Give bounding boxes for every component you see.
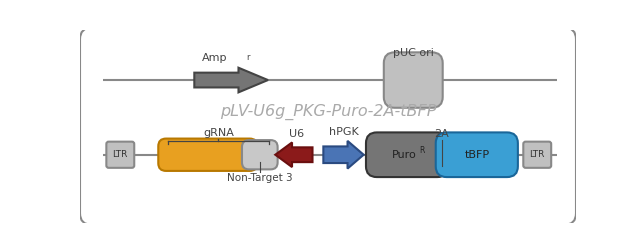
- Text: r: r: [246, 52, 250, 62]
- Text: Non-Target 3: Non-Target 3: [227, 173, 292, 183]
- Text: 2A: 2A: [435, 129, 449, 139]
- FancyBboxPatch shape: [524, 142, 551, 168]
- Text: R: R: [419, 146, 424, 156]
- FancyBboxPatch shape: [384, 52, 443, 108]
- Text: LTR: LTR: [529, 150, 545, 159]
- Text: pUC ori: pUC ori: [393, 48, 434, 58]
- FancyBboxPatch shape: [106, 142, 134, 168]
- FancyBboxPatch shape: [158, 138, 257, 171]
- Text: pLV-U6g_PKG-Puro-2A-tBFP: pLV-U6g_PKG-Puro-2A-tBFP: [220, 104, 436, 120]
- Polygon shape: [275, 142, 312, 167]
- Text: tBFP: tBFP: [464, 150, 490, 160]
- Text: U6: U6: [289, 128, 305, 138]
- Text: Amp: Amp: [202, 53, 227, 63]
- Polygon shape: [323, 141, 364, 169]
- Text: LTR: LTR: [113, 150, 128, 159]
- Text: gRNA: gRNA: [203, 128, 234, 138]
- Polygon shape: [195, 68, 268, 92]
- FancyBboxPatch shape: [242, 140, 278, 169]
- FancyBboxPatch shape: [366, 132, 448, 177]
- Text: Puro: Puro: [392, 150, 417, 160]
- FancyBboxPatch shape: [436, 132, 518, 177]
- Text: hPGK: hPGK: [328, 127, 358, 137]
